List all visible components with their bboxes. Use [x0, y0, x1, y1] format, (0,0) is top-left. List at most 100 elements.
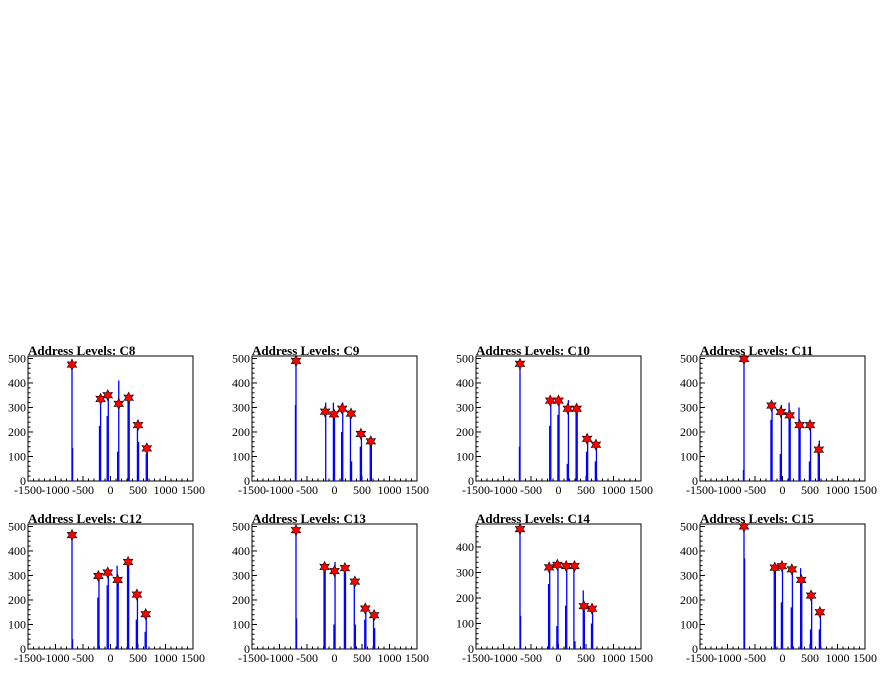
peak-marker — [581, 432, 593, 446]
y-tick-label: 200 — [8, 593, 26, 607]
chart-title: Address Levels: C10 — [476, 343, 590, 358]
x-tick-label: 0 — [108, 483, 114, 497]
x-tick-label: -500 — [520, 483, 542, 497]
x-tick-label: 500 — [129, 483, 147, 497]
y-tick-label: 0 — [20, 642, 26, 656]
x-tick-label: 1000 — [826, 483, 850, 497]
x-tick-label: 1000 — [154, 483, 178, 497]
y-tick-label: 400 — [8, 544, 26, 558]
x-tick-label: -1500 — [462, 651, 490, 665]
y-tick-label: 0 — [20, 474, 26, 488]
x-tick-label: 500 — [801, 483, 819, 497]
peak-marker — [359, 602, 371, 615]
x-tick-label: -500 — [296, 651, 318, 665]
peak-marker — [795, 573, 807, 587]
x-tick-label: -1500 — [238, 483, 266, 497]
x-tick-label: -1500 — [686, 651, 714, 665]
x-tick-label: -1000 — [42, 651, 70, 665]
y-tick-label: 400 — [680, 376, 698, 390]
x-tick-label: 1000 — [826, 651, 850, 665]
x-tick-label: -1000 — [266, 651, 294, 665]
y-tick-label: 200 — [680, 425, 698, 439]
x-tick-label: 1500 — [181, 483, 205, 497]
peak-marker — [552, 558, 563, 572]
y-tick-label: 100 — [232, 617, 250, 631]
histogram-chart: Address Levels: C10 0 100 200 300 400 500 -1500… — [456, 343, 653, 497]
peak-marker — [123, 391, 135, 404]
y-tick-label: 200 — [232, 593, 250, 607]
x-tick-label: 1000 — [378, 651, 402, 665]
plot-frame — [27, 523, 194, 650]
chart-title: Address Levels: C12 — [28, 511, 142, 526]
chart-title: Address Levels: C14 — [476, 511, 590, 526]
x-tick-label: 1500 — [405, 651, 429, 665]
x-tick-label: 500 — [353, 483, 371, 497]
x-tick-label: -1000 — [42, 483, 70, 497]
x-tick-label: -500 — [296, 483, 318, 497]
x-tick-label: -1000 — [490, 651, 518, 665]
peak-marker — [553, 394, 564, 407]
x-tick-label: -1500 — [462, 483, 490, 497]
y-tick-label: 0 — [244, 474, 250, 488]
peak-marker — [112, 573, 124, 587]
y-tick-label: 500 — [680, 519, 698, 533]
x-tick-label: 0 — [780, 483, 786, 497]
y-tick-label: 300 — [232, 568, 250, 582]
y-tick-label: 400 — [680, 544, 698, 558]
y-tick-label: 500 — [232, 519, 250, 533]
peak-marker — [66, 358, 78, 371]
y-tick-label: 400 — [8, 376, 26, 390]
y-tick-label: 100 — [456, 449, 474, 463]
x-tick-label: -1500 — [238, 651, 266, 665]
peak-marker — [814, 606, 826, 619]
x-tick-label: -1000 — [714, 483, 742, 497]
x-tick-label: 1500 — [629, 651, 653, 665]
y-tick-label: 300 — [680, 568, 698, 582]
y-tick-label: 0 — [244, 642, 250, 656]
peak-marker — [319, 560, 330, 574]
y-tick-label: 200 — [232, 425, 250, 439]
peak-marker — [578, 599, 590, 613]
x-tick-label: 0 — [780, 651, 786, 665]
y-tick-label: 500 — [680, 351, 698, 365]
peak-marker — [66, 528, 78, 542]
plot-frame — [27, 355, 194, 482]
y-tick-label: 200 — [8, 425, 26, 439]
y-tick-label: 300 — [680, 400, 698, 414]
peak-marker — [514, 522, 526, 536]
peak-marker — [131, 588, 143, 601]
chart-title: Address Levels: C15 — [700, 511, 814, 526]
y-tick-label: 500 — [8, 519, 26, 533]
peak-marker — [355, 427, 367, 441]
peak-marker — [365, 435, 377, 448]
y-tick-label: 100 — [456, 616, 474, 630]
x-tick-label: 1000 — [154, 651, 178, 665]
x-tick-label: 1000 — [602, 483, 626, 497]
x-tick-label: -1500 — [686, 483, 714, 497]
x-tick-label: 500 — [577, 651, 595, 665]
x-tick-label: -1000 — [714, 651, 742, 665]
x-tick-label: -500 — [72, 651, 94, 665]
peak-marker — [113, 397, 125, 410]
x-tick-label: 500 — [353, 651, 371, 665]
peak-marker — [813, 443, 825, 456]
x-tick-label: 1000 — [378, 483, 402, 497]
plot-frame — [699, 355, 866, 482]
y-tick-label: 200 — [456, 591, 474, 605]
peak-marker — [804, 418, 816, 432]
peak-marker — [514, 357, 526, 371]
peak-marker — [586, 602, 598, 615]
y-tick-label: 300 — [232, 400, 250, 414]
x-tick-label: 1500 — [181, 651, 205, 665]
y-tick-label: 100 — [232, 449, 250, 463]
histogram-chart: Address Levels: C90100200300400500-1500-… — [232, 343, 429, 497]
histogram-chart: Address Levels: C14 0 100 200 300 400 -1500 -10… — [456, 511, 653, 665]
peak-marker — [329, 564, 340, 578]
x-tick-label: 500 — [577, 483, 595, 497]
x-tick-label: -1500 — [14, 483, 42, 497]
peak-marker — [95, 392, 106, 406]
peak-marker — [102, 566, 114, 579]
y-tick-label: 500 — [456, 351, 474, 365]
peak-marker — [368, 608, 380, 622]
